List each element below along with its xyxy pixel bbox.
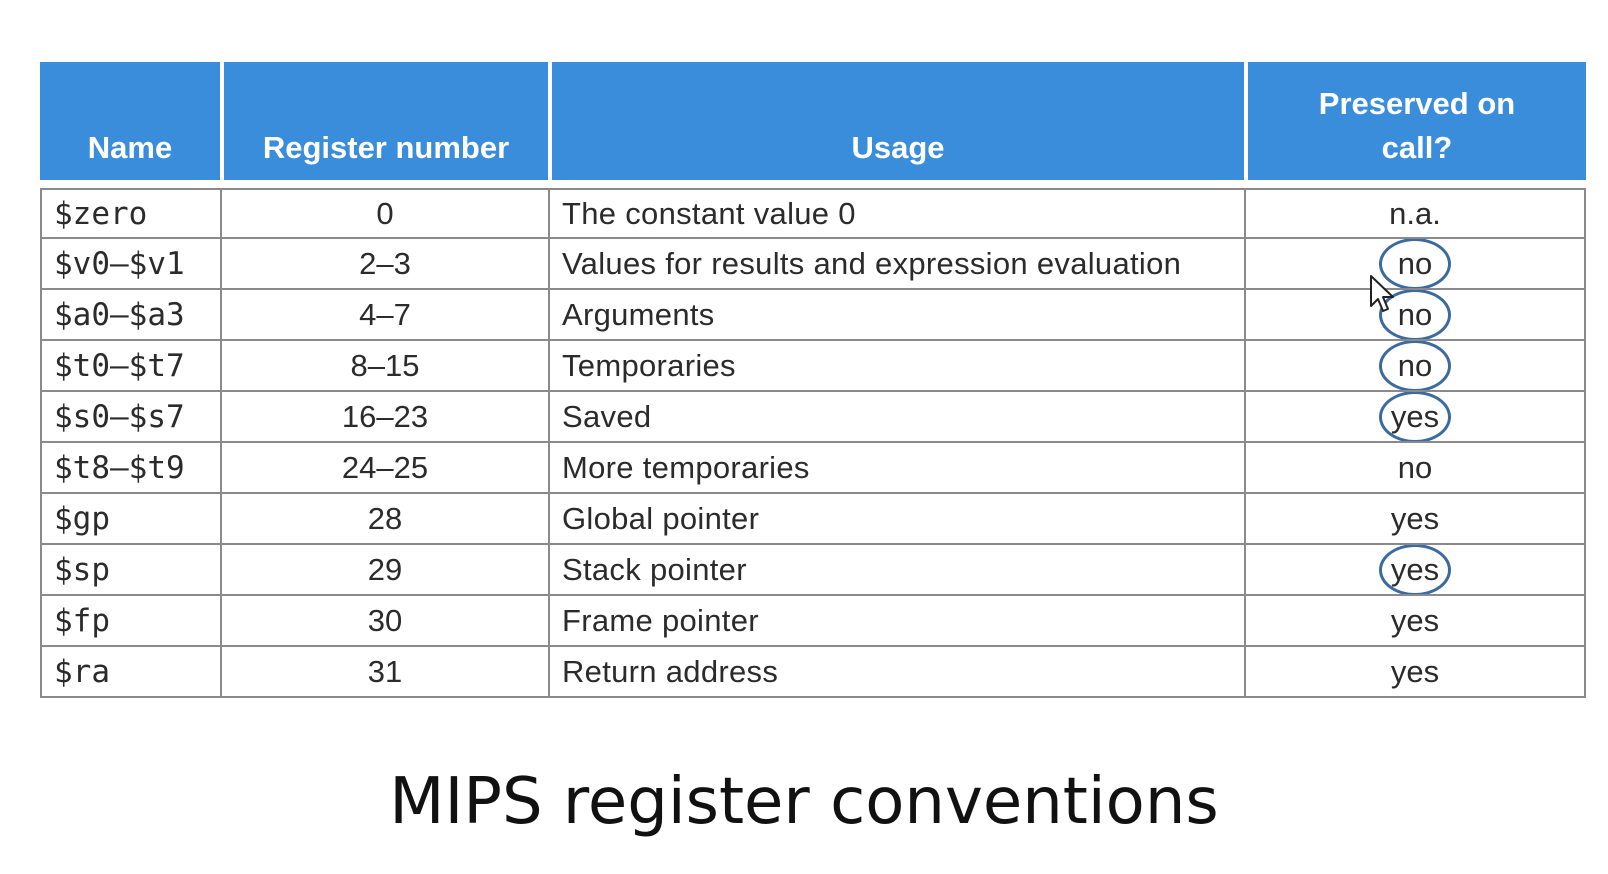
register-conventions-table: Name Register number Usage Preserved on … [40, 62, 1586, 698]
register-name-cell: $a0–$a3 [40, 290, 220, 341]
register-number-cell: 0 [220, 188, 548, 239]
usage-cell: Temporaries [548, 341, 1244, 392]
register-number-cell: 8–15 [220, 341, 548, 392]
table-row: $v0–$v1 2–3 Values for results and express… [40, 239, 1586, 290]
preserved-cell: no [1244, 239, 1586, 290]
slide-caption: MIPS register conventions [389, 765, 1219, 839]
preserved-cell: yes [1244, 596, 1586, 647]
register-name-cell: $zero [40, 188, 220, 239]
register-number-cell: 29 [220, 545, 548, 596]
preserved-text: n.a. [1389, 195, 1441, 231]
annotation-circle [1378, 290, 1451, 339]
preserved-value: yes [1391, 654, 1439, 690]
preserved-value: no [1378, 341, 1451, 390]
preserved-cell: yes [1244, 494, 1586, 545]
preserved-value: no [1378, 290, 1451, 339]
usage-cell: Saved [548, 392, 1244, 443]
header-name: Name [40, 62, 220, 180]
register-name-cell: $sp [40, 545, 220, 596]
table-row: $s0–$s7 16–23 Saved yes [40, 392, 1586, 443]
table-row: $t0–$t7 8–15 Temporaries no [40, 341, 1586, 392]
register-number-cell: 2–3 [220, 239, 548, 290]
register-name-cell: $s0–$s7 [40, 392, 220, 443]
preserved-text: yes [1390, 653, 1440, 689]
annotation-circle [1378, 341, 1451, 390]
usage-cell: Arguments [548, 290, 1244, 341]
register-name-cell: $v0–$v1 [40, 239, 220, 290]
header-register-number: Register number [220, 62, 548, 180]
register-name-cell: $fp [40, 596, 220, 647]
preserved-value: no [1378, 239, 1451, 288]
preserved-text: yes [1390, 500, 1440, 536]
preserved-cell: no [1244, 443, 1586, 494]
header-row: Name Register number Usage Preserved on … [40, 62, 1586, 180]
usage-cell: More temporaries [548, 443, 1244, 494]
mouse-cursor-icon [1370, 275, 1394, 312]
register-name-cell: $gp [40, 494, 220, 545]
usage-cell: Values for results and expression evalua… [548, 239, 1244, 290]
preserved-value: yes [1391, 501, 1439, 537]
preserved-cell: yes [1244, 647, 1586, 698]
usage-cell: Global pointer [548, 494, 1244, 545]
usage-cell: Return address [548, 647, 1244, 698]
register-number-cell: 28 [220, 494, 548, 545]
table-row: $t8–$t9 24–25 More temporaries no [40, 443, 1586, 494]
table-row: $gp 28 Global pointer yes [40, 494, 1586, 545]
usage-cell: Frame pointer [548, 596, 1244, 647]
register-name-cell: $ra [40, 647, 220, 698]
register-number-cell: 31 [220, 647, 548, 698]
header-preserved: Preserved on call? [1244, 62, 1586, 180]
usage-cell: The constant value 0 [548, 188, 1244, 239]
preserved-text: yes [1390, 602, 1440, 638]
register-number-cell: 24–25 [220, 443, 548, 494]
preserved-value: yes [1379, 545, 1451, 594]
header-usage: Usage [548, 62, 1244, 180]
register-name-cell: $t0–$t7 [40, 341, 220, 392]
table-row: $a0–$a3 4–7 Arguments no [40, 290, 1586, 341]
register-number-cell: 16–23 [220, 392, 548, 443]
register-number-cell: 30 [220, 596, 548, 647]
preserved-value: yes [1379, 392, 1451, 441]
register-number-cell: 4–7 [220, 290, 548, 341]
preserved-text: no [1397, 449, 1433, 485]
header-preserved-label: Preserved on call? [1318, 86, 1516, 165]
annotation-circle [1378, 239, 1451, 288]
preserved-cell: no [1244, 341, 1586, 392]
table-row: $zero 0 The constant value 0 n.a. [40, 188, 1586, 239]
preserved-value: n.a. [1389, 196, 1441, 232]
register-name-cell: $t8–$t9 [40, 443, 220, 494]
usage-cell: Stack pointer [548, 545, 1244, 596]
annotation-circle [1379, 545, 1451, 594]
table-row: $fp 30 Frame pointer yes [40, 596, 1586, 647]
table-row: $ra 31 Return address yes [40, 647, 1586, 698]
preserved-value: no [1398, 450, 1432, 486]
table-header: Name Register number Usage Preserved on … [40, 62, 1586, 188]
table-body: $zero 0 The constant value 0 n.a. $v0–$v1 2–3… [40, 188, 1586, 698]
preserved-value: yes [1391, 603, 1439, 639]
annotation-circle [1379, 392, 1451, 441]
table-row: $sp 29 Stack pointer yes [40, 545, 1586, 596]
preserved-cell: no [1244, 290, 1586, 341]
preserved-cell: yes [1244, 545, 1586, 596]
preserved-cell: n.a. [1244, 188, 1586, 239]
preserved-cell: yes [1244, 392, 1586, 443]
